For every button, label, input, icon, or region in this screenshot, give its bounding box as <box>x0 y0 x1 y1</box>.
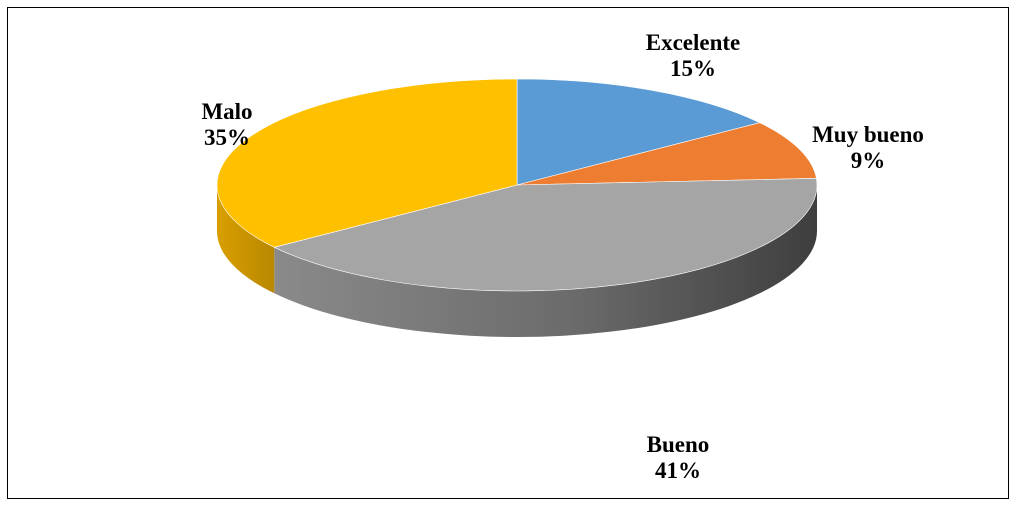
pie-side-malo <box>217 185 275 294</box>
pie-side-walls <box>217 185 818 337</box>
category-label: Muy bueno <box>812 122 924 147</box>
data-label-bueno: Bueno 41% <box>647 432 710 484</box>
pie-slice-malo <box>216 78 518 248</box>
pie-slice-muy-bueno <box>516 122 817 186</box>
value-label: 15% <box>669 56 716 81</box>
data-label-malo: Malo 35% <box>201 99 252 151</box>
pie-slice-excelente <box>516 78 761 186</box>
data-label-excelente: Excelente 15% <box>646 30 741 82</box>
value-label: 9% <box>850 148 886 173</box>
category-label: Excelente <box>645 30 741 55</box>
category-label: Bueno <box>646 432 710 457</box>
value-label: 35% <box>203 125 250 150</box>
value-label: 41% <box>654 458 701 483</box>
category-label: Malo <box>201 99 253 124</box>
pie-slices <box>216 78 818 292</box>
pie-side-bueno <box>274 185 818 337</box>
data-label-muy-bueno: Muy bueno 9% <box>812 122 924 174</box>
pie-slice-bueno <box>273 178 818 292</box>
